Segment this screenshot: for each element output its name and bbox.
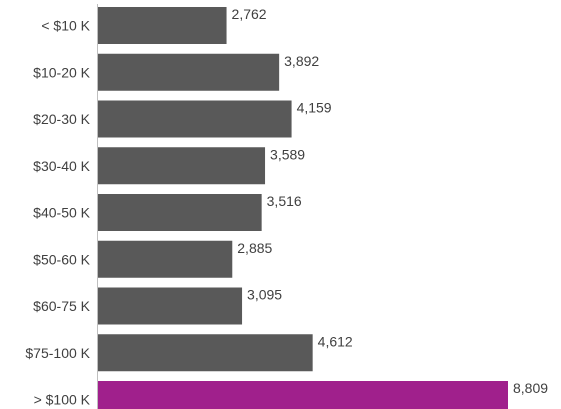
bar-4 [98, 194, 262, 231]
value-label: 3,589 [270, 146, 305, 162]
category-label: $30-40 K [33, 158, 90, 174]
bar-7 [98, 334, 313, 372]
category-label: $20-30 K [33, 111, 90, 127]
value-labels-group: 2,762 3,892 4,159 3,589 3,516 2,885 3,095 4,612… [232, 6, 549, 396]
bar-2 [98, 100, 292, 138]
bar-5 [98, 240, 233, 278]
category-labels-group: < $10 K $10-20 K $20-30 K $30-40 K $40-50 K $… [25, 18, 90, 408]
category-label: > $100 K [34, 392, 91, 408]
category-label: $50-60 K [33, 251, 90, 267]
category-label: $10-20 K [33, 64, 90, 80]
value-label: 4,159 [297, 100, 332, 116]
value-label: 8,809 [513, 380, 548, 396]
category-label: $40-50 K [33, 205, 90, 221]
value-label: 2,885 [237, 240, 272, 256]
category-label: < $10 K [41, 18, 90, 34]
bar-6 [98, 287, 243, 325]
bar-8 [98, 381, 508, 409]
value-label: 3,095 [247, 287, 282, 303]
value-label: 3,516 [267, 193, 302, 209]
value-label: 3,892 [284, 53, 319, 69]
bars-group [98, 7, 508, 409]
value-label: 4,612 [318, 333, 353, 349]
bar-3 [98, 147, 266, 185]
category-label: $75-100 K [25, 345, 90, 361]
value-label: 2,762 [232, 6, 267, 22]
bar-0 [98, 7, 227, 44]
bar-1 [98, 53, 280, 91]
category-label: $60-75 K [33, 298, 90, 314]
